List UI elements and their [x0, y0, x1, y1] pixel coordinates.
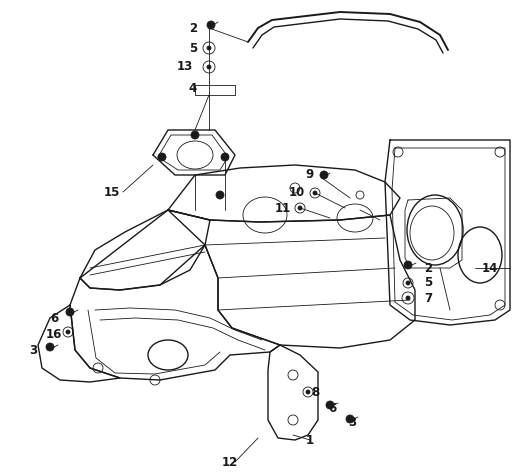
Text: 14: 14 — [482, 262, 498, 275]
Circle shape — [207, 21, 215, 29]
Text: 5: 5 — [424, 276, 432, 289]
Text: 3: 3 — [29, 343, 37, 357]
Text: 1: 1 — [306, 434, 314, 446]
Text: 10: 10 — [289, 186, 305, 199]
Circle shape — [298, 206, 302, 210]
Circle shape — [207, 65, 211, 69]
Text: 9: 9 — [306, 169, 314, 181]
Circle shape — [404, 261, 412, 269]
Text: 15: 15 — [104, 186, 120, 199]
Circle shape — [46, 343, 54, 351]
Text: 13: 13 — [177, 60, 193, 74]
Text: 2: 2 — [189, 21, 197, 35]
Text: 8: 8 — [311, 386, 319, 399]
Circle shape — [221, 153, 229, 161]
Text: 3: 3 — [348, 416, 356, 428]
Text: 2: 2 — [424, 262, 432, 275]
Text: 7: 7 — [424, 292, 432, 304]
Circle shape — [216, 191, 224, 199]
Text: 6: 6 — [50, 312, 58, 324]
Circle shape — [207, 46, 211, 50]
Circle shape — [306, 390, 310, 394]
Circle shape — [406, 281, 410, 285]
Circle shape — [191, 131, 199, 139]
Circle shape — [346, 415, 354, 423]
Circle shape — [158, 153, 166, 161]
Text: 6: 6 — [328, 401, 336, 415]
Circle shape — [326, 401, 334, 409]
Circle shape — [66, 308, 74, 316]
Text: 12: 12 — [222, 456, 238, 468]
Circle shape — [313, 191, 317, 195]
Text: 16: 16 — [46, 329, 62, 342]
Circle shape — [406, 296, 410, 300]
Text: 4: 4 — [189, 82, 197, 95]
Circle shape — [66, 330, 70, 334]
Text: 11: 11 — [275, 201, 291, 215]
Text: 5: 5 — [189, 41, 197, 55]
Circle shape — [320, 171, 328, 179]
